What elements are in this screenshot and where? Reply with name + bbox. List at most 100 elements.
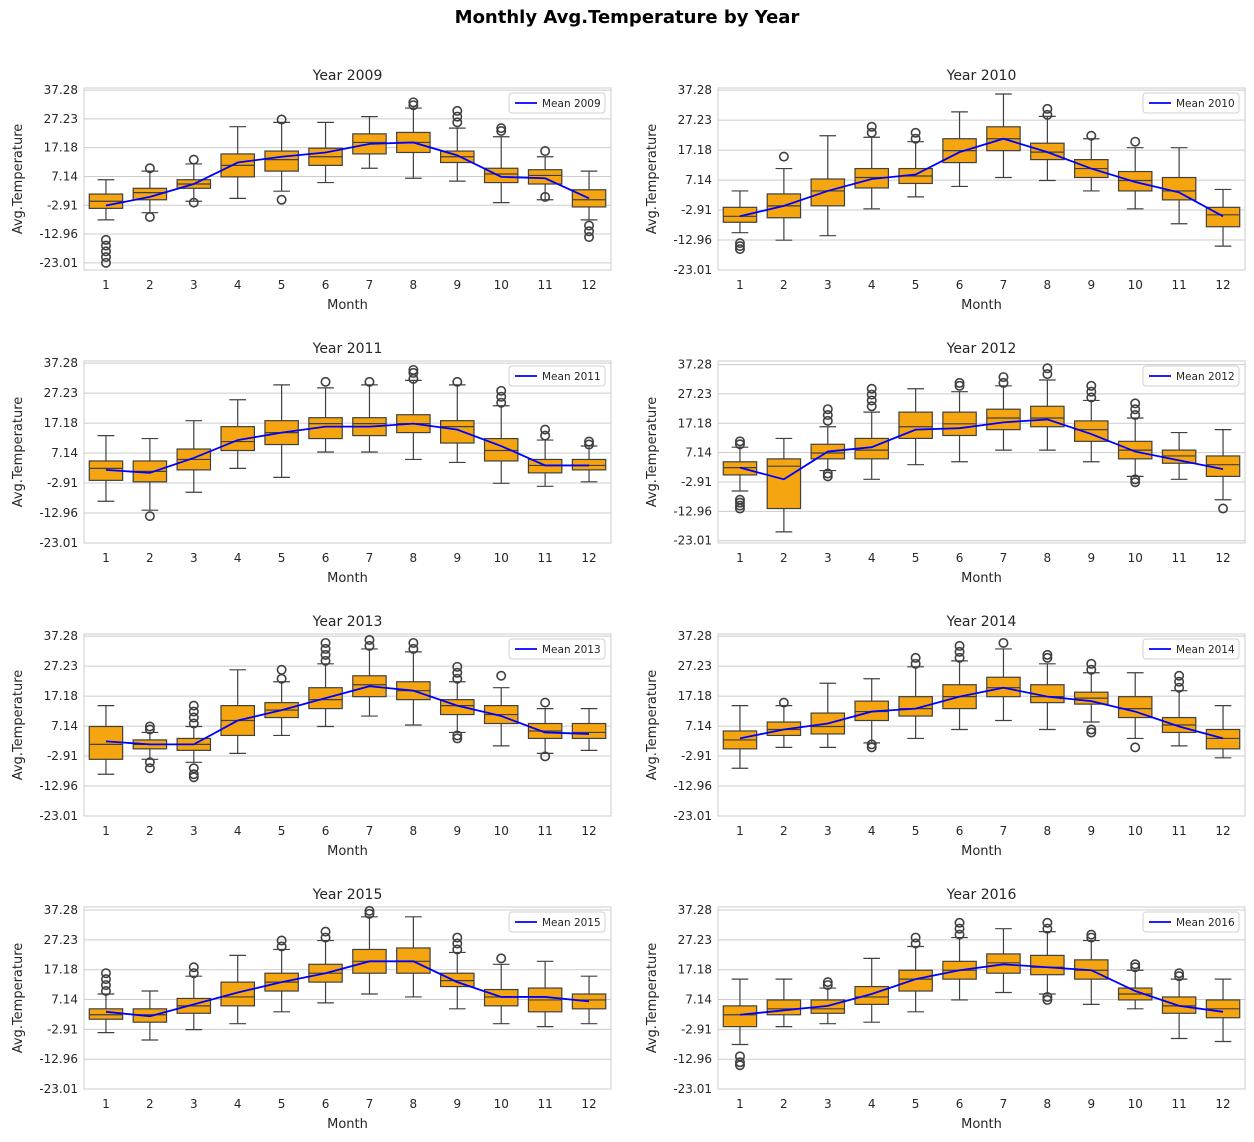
x-tick-label: 5 [278,1097,286,1111]
x-tick-label: 3 [190,824,198,838]
outlier-point [188,712,199,723]
x-tick-label: 12 [1215,551,1230,565]
x-tick-label: 4 [868,278,876,292]
outlier-point [408,364,419,375]
outlier-point [584,220,595,231]
outlier-point [998,377,1009,388]
outlier-point [1042,917,1053,928]
outlier-point [188,154,199,165]
x-tick-label: 5 [278,824,286,838]
y-tick-label: -2.91 [47,476,78,490]
box-month-1 [88,725,124,760]
x-tick-label: 10 [1128,551,1143,565]
outlier-point [452,938,463,949]
x-tick-label: 8 [410,1097,418,1111]
x-tick-label: 1 [102,824,110,838]
outlier-point [452,667,463,678]
axes-frame [717,633,1246,817]
outlier-point [1174,682,1185,693]
outlier-point [452,117,463,128]
x-tick-label: 4 [234,824,242,838]
y-tick-label: -12.96 [673,504,712,518]
outlier-point [822,471,833,482]
x-tick-label: 10 [1128,824,1143,838]
outlier-point [496,391,507,402]
x-axis-label: Month [327,844,368,859]
x-tick-label: 10 [1128,1097,1143,1111]
x-tick-label: 3 [190,1097,198,1111]
x-tick-label: 4 [234,278,242,292]
outlier-point [734,1057,745,1068]
x-tick-label: 12 [1215,824,1230,838]
outlier-point [866,742,877,753]
outlier-point [452,673,463,684]
y-tick-label: 17.18 [44,963,78,977]
x-tick-label: 9 [453,278,461,292]
outlier-point [496,385,507,396]
x-tick-label: 6 [322,278,330,292]
outlier-point [320,637,331,648]
y-tick-label: 27.23 [44,659,78,673]
legend-box [508,638,606,660]
y-tick-label: 17.18 [44,141,78,155]
y-tick-label: -12.96 [39,227,78,241]
x-axis-label: Month [327,571,368,586]
x-tick-label: 5 [912,1097,920,1111]
y-tick-label: -12.96 [673,233,712,247]
x-tick-label: 11 [1171,551,1186,565]
outlier-point [276,664,287,675]
box-month-2 [132,187,168,201]
outlier-point [452,376,463,387]
y-tick-label: 27.23 [678,659,712,673]
x-tick-label: 3 [824,1097,832,1111]
outlier-point [540,751,551,762]
outlier-point [144,511,155,522]
outlier-point [100,980,111,991]
y-tick-label: 37.28 [44,903,78,917]
outlier-point [1086,664,1097,675]
outlier-point [822,980,833,991]
y-tick-label: 27.23 [44,386,78,400]
y-tick-label: -23.01 [673,534,712,548]
outlier-point [144,757,155,768]
x-tick-label: 11 [537,824,552,838]
outlier-point [954,640,965,651]
legend-box [1142,92,1240,114]
outlier-point [910,932,921,943]
x-tick-label: 5 [912,824,920,838]
x-tick-label: 2 [780,1097,788,1111]
outlier-point [1086,386,1097,397]
x-tick-label: 10 [494,824,509,838]
x-axis-label: Month [961,571,1002,586]
outlier-point [954,917,965,928]
box-month-1 [722,206,758,223]
outlier-point [954,929,965,940]
outlier-point [540,697,551,708]
outlier-point [822,977,833,988]
x-tick-label: 1 [102,551,110,565]
legend-label: Mean 2016 [1176,917,1235,929]
x-tick-label: 11 [537,1097,552,1111]
x-tick-label: 2 [146,551,154,565]
outlier-point [144,211,155,222]
y-tick-label: -2.91 [47,1022,78,1036]
x-axis-label: Month [961,1117,1002,1132]
x-axis-label: Month [961,298,1002,313]
box-month-4 [220,426,255,452]
outlier-point [320,649,331,660]
x-tick-label: 6 [956,551,964,565]
x-tick-label: 3 [824,551,832,565]
y-tick-label: -23.01 [673,1082,712,1096]
outlier-point [1086,727,1097,738]
outlier-point [910,938,921,949]
x-tick-label: 2 [780,551,788,565]
y-tick-label: 17.18 [678,963,712,977]
box-month-1 [722,1005,758,1028]
y-axis-label: Avg.Temperature [11,124,26,235]
x-tick-label: 9 [1087,551,1095,565]
x-tick-label: 6 [322,1097,330,1111]
x-tick-label: 4 [234,1097,242,1111]
